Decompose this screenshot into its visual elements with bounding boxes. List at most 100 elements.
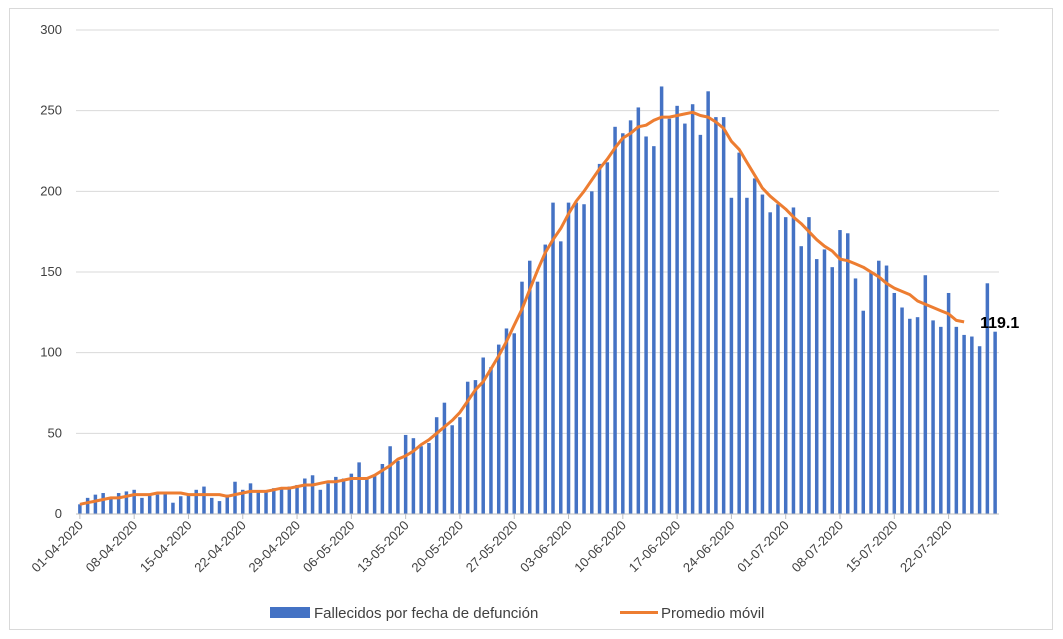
x-tick-label: 20-05-2020 bbox=[408, 518, 466, 576]
bar bbox=[140, 497, 144, 514]
bar bbox=[380, 463, 385, 514]
x-tick-label: 27-05-2020 bbox=[463, 518, 521, 576]
bar bbox=[566, 202, 571, 515]
bar bbox=[946, 292, 951, 514]
x-tick-label: 17-06-2020 bbox=[626, 518, 684, 576]
bar bbox=[427, 443, 431, 514]
bar bbox=[721, 117, 726, 515]
bar bbox=[752, 178, 757, 514]
bar bbox=[698, 134, 703, 514]
bar bbox=[186, 494, 191, 514]
bar bbox=[496, 344, 501, 514]
x-tick-label: 01-04-2020 bbox=[28, 518, 86, 576]
bar bbox=[147, 494, 152, 514]
bar bbox=[822, 249, 827, 514]
y-tick-label: 300 bbox=[40, 22, 62, 37]
legend-swatch-bars bbox=[270, 607, 310, 618]
bar bbox=[628, 120, 633, 514]
bar bbox=[970, 336, 974, 514]
bar bbox=[807, 217, 811, 514]
bar bbox=[714, 117, 718, 515]
bar bbox=[605, 162, 610, 514]
bar bbox=[667, 118, 672, 514]
bar bbox=[597, 163, 602, 514]
x-tick-label: 24-06-2020 bbox=[680, 518, 738, 576]
bar bbox=[527, 260, 532, 514]
bar bbox=[923, 275, 928, 514]
y-tick-label: 100 bbox=[40, 345, 62, 360]
bar bbox=[272, 488, 276, 514]
bar bbox=[706, 91, 710, 514]
bar bbox=[993, 331, 997, 514]
bar bbox=[939, 326, 943, 514]
bar bbox=[915, 317, 920, 514]
bar bbox=[163, 493, 167, 514]
x-tick-label: 15-07-2020 bbox=[843, 518, 901, 576]
bar bbox=[791, 207, 796, 514]
bar bbox=[814, 259, 819, 514]
bar bbox=[93, 494, 98, 514]
bar bbox=[241, 489, 245, 514]
bar bbox=[256, 491, 261, 514]
legend-label-bars: Fallecidos por fecha de defunción bbox=[314, 605, 538, 622]
annotations: 119.1 bbox=[980, 315, 1019, 332]
chart-frame: 0 50 100 150 200 250 300 01-04-2020 08-04-2020 1… bbox=[9, 8, 1053, 630]
bar bbox=[504, 328, 509, 514]
x-tick-label: 29-04-2020 bbox=[246, 518, 304, 576]
bar bbox=[357, 462, 361, 514]
bar bbox=[132, 489, 136, 514]
bar bbox=[830, 267, 834, 514]
bar bbox=[233, 481, 237, 514]
bar bbox=[908, 318, 912, 514]
bar bbox=[450, 425, 454, 514]
y-tick-label: 50 bbox=[48, 425, 62, 440]
bar bbox=[403, 434, 408, 514]
bar bbox=[124, 491, 129, 514]
x-tick-label: 22-04-2020 bbox=[191, 518, 249, 576]
bar bbox=[225, 494, 229, 514]
x-tick-label: 10-06-2020 bbox=[571, 518, 629, 576]
bar bbox=[465, 381, 470, 514]
bar bbox=[900, 307, 904, 514]
bar bbox=[582, 204, 586, 515]
bar bbox=[551, 202, 555, 515]
bar bbox=[78, 504, 82, 514]
bar bbox=[954, 326, 959, 514]
bar bbox=[419, 446, 423, 514]
bar bbox=[155, 494, 160, 514]
bar bbox=[590, 191, 594, 515]
bar bbox=[178, 496, 183, 514]
bar bbox=[729, 197, 734, 514]
bar bbox=[388, 446, 392, 514]
bar bbox=[411, 438, 416, 514]
bar bbox=[683, 123, 687, 514]
y-tick-label: 200 bbox=[40, 183, 62, 198]
bar bbox=[489, 367, 493, 514]
bar bbox=[613, 126, 617, 515]
bar bbox=[853, 278, 858, 514]
bar bbox=[962, 334, 966, 514]
x-tick-label: 13-05-2020 bbox=[354, 518, 412, 576]
bar bbox=[799, 246, 803, 515]
bar bbox=[559, 241, 563, 514]
bar bbox=[194, 489, 198, 514]
bar bbox=[326, 483, 330, 514]
y-tick-label: 150 bbox=[40, 264, 62, 279]
bar bbox=[279, 488, 284, 514]
bar bbox=[838, 230, 842, 514]
bar bbox=[264, 491, 268, 514]
bar bbox=[659, 86, 664, 514]
bar bbox=[473, 380, 478, 514]
legend-label-line: Promedio móvil bbox=[661, 605, 764, 622]
bar bbox=[209, 497, 214, 514]
bar bbox=[869, 272, 873, 514]
bar bbox=[760, 194, 765, 514]
bar bbox=[442, 402, 447, 514]
bar bbox=[884, 265, 889, 514]
bar bbox=[334, 476, 338, 514]
bar bbox=[737, 152, 741, 514]
bar bbox=[877, 260, 881, 514]
x-tick-label: 15-04-2020 bbox=[137, 518, 195, 576]
bar bbox=[768, 212, 772, 514]
